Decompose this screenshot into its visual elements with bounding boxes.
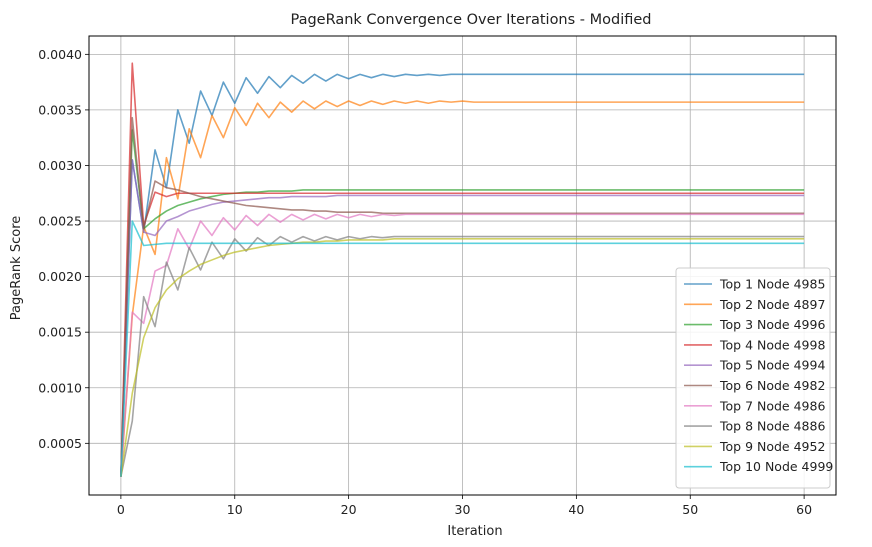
y-tick-label: 0.0025 — [38, 214, 82, 229]
legend: Top 1 Node 4985 Top 2 Node 4897 Top 3 Node… — [675, 267, 833, 489]
series-lines — [120, 62, 805, 477]
legend-box — [675, 267, 831, 489]
chart-title: PageRank Convergence Over Iterations - M… — [290, 12, 651, 28]
legend-label-3: Top 3 Node 4996 — [719, 317, 825, 332]
y-tick-label: 0.0005 — [38, 436, 82, 451]
series-line-5 — [120, 159, 805, 477]
series-line-1 — [120, 73, 805, 477]
legend-label-9: Top 9 Node 4952 — [719, 439, 825, 454]
y-tick-label: 0.0010 — [38, 380, 82, 395]
legend-label-4: Top 4 Node 4998 — [719, 337, 825, 352]
legend-label-10: Top 10 Node 4999 — [719, 459, 833, 474]
x-tick-label: 50 — [682, 502, 698, 517]
series-line-9 — [120, 238, 805, 477]
y-tick-label: 0.0040 — [38, 47, 82, 62]
y-tick-label: 0.0035 — [38, 102, 82, 117]
series-line-6 — [120, 116, 805, 477]
legend-label-7: Top 7 Node 4986 — [719, 398, 825, 413]
x-tick-label: 10 — [227, 502, 243, 517]
series-line-2 — [120, 100, 805, 477]
series-line-8 — [120, 235, 805, 477]
x-tick-label: 20 — [341, 502, 357, 517]
axis-ticks: 0 10 20 30 40 50 60 0.0005 0.0010 0.0015 0.0020 0.0… — [38, 47, 812, 517]
series-line-7 — [120, 213, 805, 477]
legend-label-1: Top 1 Node 4985 — [719, 277, 825, 292]
x-axis-label: Iteration — [447, 524, 502, 539]
legend-label-8: Top 8 Node 4886 — [719, 419, 825, 434]
x-tick-label: 40 — [568, 502, 584, 517]
x-tick-label: 30 — [455, 502, 471, 517]
y-tick-label: 0.0015 — [38, 325, 82, 340]
legend-label-2: Top 2 Node 4897 — [719, 297, 825, 312]
x-tick-label: 0 — [117, 502, 125, 517]
series-line-10 — [120, 220, 805, 477]
y-tick-label: 0.0020 — [38, 269, 82, 284]
y-tick-label: 0.0030 — [38, 158, 82, 173]
y-axis-label: PageRank Score — [9, 216, 24, 321]
legend-label-6: Top 6 Node 4982 — [719, 378, 825, 393]
x-tick-label: 60 — [796, 502, 812, 517]
legend-label-5: Top 5 Node 4994 — [719, 358, 825, 373]
series-line-4 — [120, 62, 805, 477]
